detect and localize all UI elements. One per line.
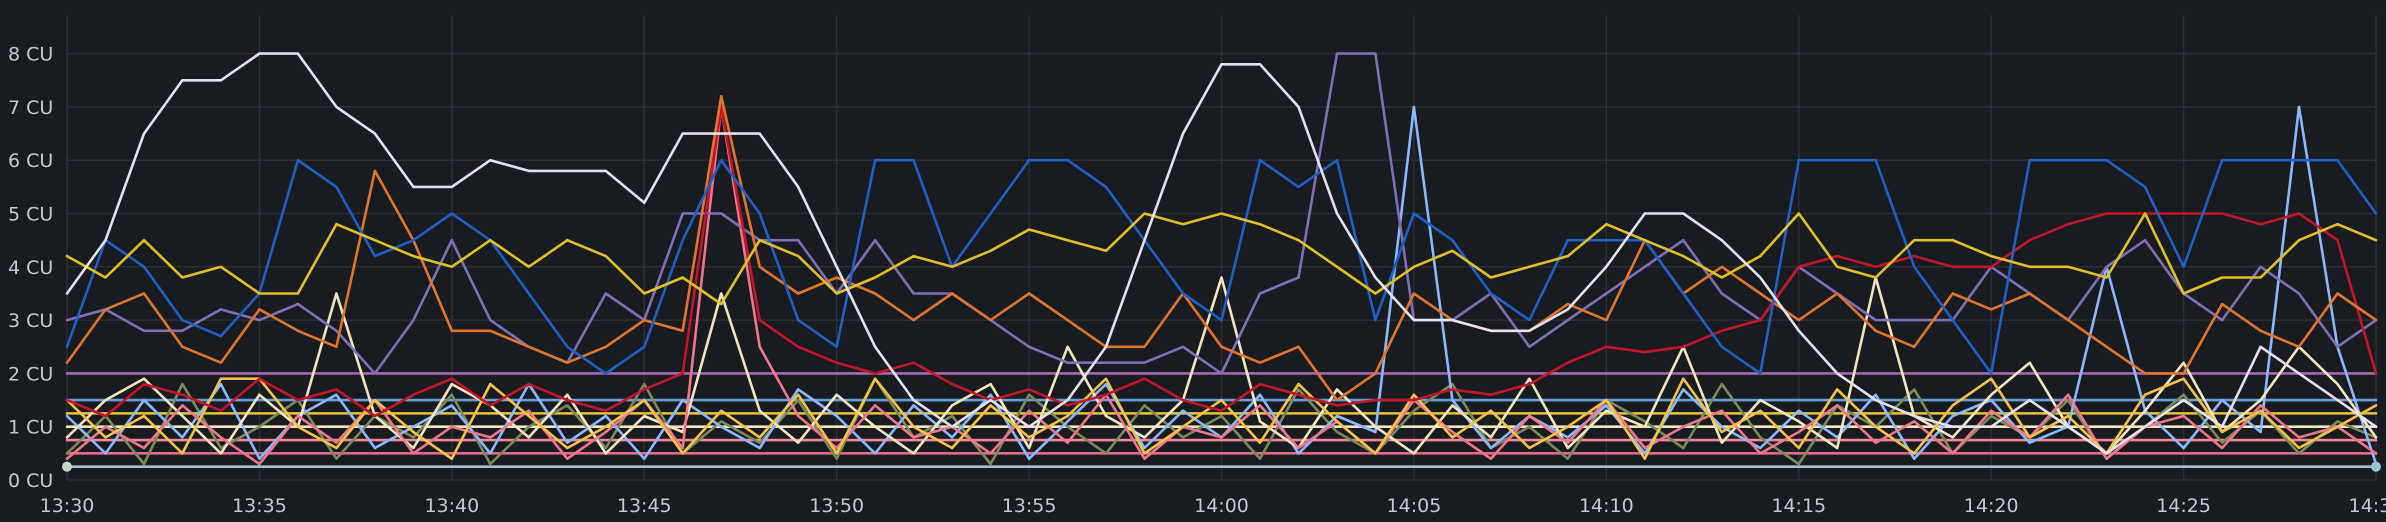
x-tick-label: 13:30 [40,495,95,517]
x-tick-label: 14:00 [1194,495,1249,517]
x-axis-ticks: 13:30 13:35 13:40 13:45 13:50 13:55 14:00 14:05… [40,495,2386,517]
series-line [65,377,2378,461]
series-line [65,276,2378,455]
series-line [65,212,2378,306]
x-tick-label: 13:35 [232,495,287,517]
series-line [65,105,2378,418]
x-tick-label: 14:15 [1771,495,1826,517]
series-line [65,377,2378,466]
y-tick-label: 4 CU [8,257,53,279]
series-start-point [62,461,72,472]
y-tick-label: 0 CU [8,470,53,492]
x-tick-label: 14:30 [2349,495,2386,517]
y-tick-label: 8 CU [8,44,53,66]
series-lines [62,52,2381,472]
x-tick-label: 13:40 [424,495,479,517]
x-tick-label: 14:20 [1964,495,2019,517]
series-line [65,105,2378,466]
y-tick-label: 7 CU [8,97,53,119]
series-line [65,52,2378,455]
y-axis-ticks: 0 CU 1 CU 2 CU 3 CU 4 CU 5 CU 6 CU 7 CU 8 CU [8,44,53,492]
y-tick-label: 2 CU [8,363,53,385]
series-line [65,158,2378,375]
x-tick-label: 14:05 [1387,495,1442,517]
x-tick-label: 14:25 [2156,495,2211,517]
y-tick-label: 3 CU [8,310,53,332]
x-tick-label: 13:50 [809,495,864,517]
y-tick-label: 5 CU [8,204,53,226]
y-tick-label: 1 CU [8,417,53,439]
series-line [65,94,2378,402]
x-tick-label: 14:10 [1579,495,1634,517]
y-tick-label: 6 CU [8,150,53,172]
series-end-point [2371,461,2381,472]
x-tick-label: 13:55 [1002,495,1057,517]
x-tick-label: 13:45 [617,495,672,517]
